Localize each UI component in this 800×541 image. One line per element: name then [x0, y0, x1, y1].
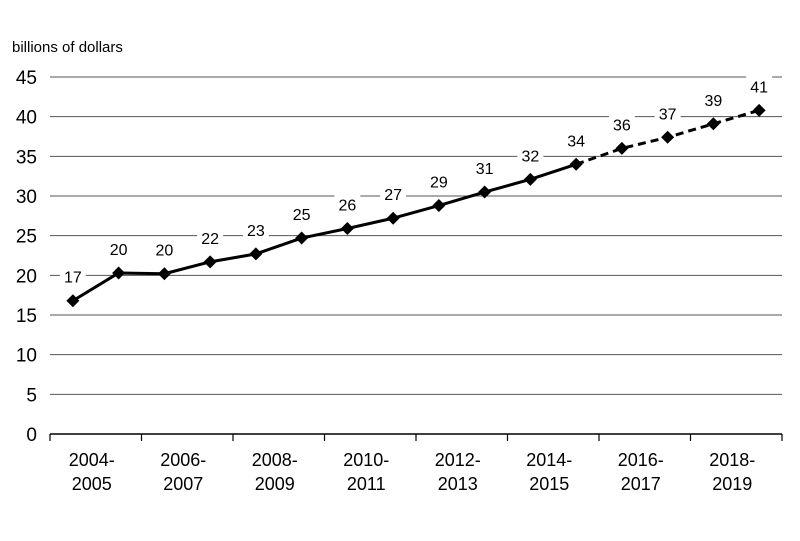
data-point-marker	[249, 247, 263, 261]
data-label: 17	[64, 270, 82, 287]
data-label: 36	[613, 117, 631, 134]
data-labels: 17 20 20 22 23 25 26 27 29 31 32 34 36 37 39 41	[59, 76, 773, 287]
data-label-bg	[288, 204, 315, 225]
x-tick-label: 2011	[347, 474, 386, 494]
data-point-marker	[478, 185, 492, 199]
data-label: 20	[155, 243, 173, 260]
x-axis: 2004- 2005 2006- 2007 2008- 2009 2010- 2011 2012…	[49, 433, 783, 494]
series-line	[72, 108, 760, 303]
data-point-marker	[112, 266, 126, 280]
y-tick-label: 0	[26, 425, 37, 446]
data-label: 22	[201, 231, 219, 248]
x-tick-label: 2012-	[435, 450, 481, 470]
y-tick-label: 20	[16, 266, 37, 287]
y-tick-label: 35	[16, 147, 37, 168]
actual-series-line	[72, 162, 577, 303]
data-point-marker	[706, 117, 720, 131]
data-label-bg	[105, 238, 132, 259]
data-label-bg	[197, 227, 224, 248]
data-label: 25	[293, 207, 311, 224]
x-tick-label: 2019	[712, 474, 752, 494]
y-tick-labels: 0 5 10 15 20 25 30 35 40 45	[16, 68, 37, 446]
data-label-bg	[517, 145, 544, 166]
data-label: 27	[384, 187, 402, 204]
data-label-bg	[425, 171, 452, 192]
data-point-marker	[66, 294, 80, 308]
x-tick-label: 2005	[72, 474, 112, 494]
data-label: 39	[704, 93, 722, 110]
data-point-marker	[295, 231, 309, 245]
x-tick-label: 2010-	[343, 450, 389, 470]
x-tick-label: 2014-	[526, 450, 572, 470]
y-tick-label: 15	[16, 306, 37, 327]
x-tick-label: 2007	[163, 474, 203, 494]
data-label: 41	[750, 79, 768, 96]
data-point-marker	[569, 157, 583, 171]
x-tick-label: 2016-	[618, 450, 664, 470]
data-point-marker	[523, 172, 537, 186]
data-label-bg	[242, 219, 269, 240]
x-tick-label: 2015	[529, 474, 569, 494]
data-label-bg	[334, 194, 361, 215]
data-point-marker	[432, 199, 446, 213]
x-tick-label: 2004-	[69, 450, 115, 470]
y-tick-label: 30	[16, 187, 37, 208]
data-point-marker	[752, 103, 766, 117]
data-label-bg	[608, 114, 635, 135]
x-tick-label: 2008-	[252, 450, 298, 470]
data-label: 34	[567, 133, 585, 150]
data-label: 32	[521, 148, 539, 165]
data-point-marker	[661, 130, 675, 144]
data-label: 31	[476, 161, 494, 178]
data-point-marker	[203, 255, 217, 269]
data-point-marker	[386, 211, 400, 225]
data-label-bg	[471, 158, 498, 179]
data-label: 20	[110, 242, 128, 259]
data-label-bg	[151, 239, 178, 260]
data-label: 37	[659, 106, 677, 123]
x-tick-label: 2013	[438, 474, 478, 494]
y-tick-label: 45	[16, 68, 37, 89]
data-label-bg	[746, 76, 773, 97]
y-tick-label: 25	[16, 227, 37, 248]
y-axis-label: billions of dollars	[12, 39, 123, 56]
data-point-marker	[340, 222, 354, 236]
x-tick-label: 2018-	[709, 450, 755, 470]
data-point-marker	[157, 267, 171, 281]
x-tick-label: 2017	[621, 474, 661, 494]
gridlines	[50, 76, 782, 395]
data-label-bg	[59, 266, 86, 287]
x-tick-label: 2009	[255, 474, 295, 494]
data-label: 26	[338, 198, 356, 215]
x-tick-label: 2006-	[160, 450, 206, 470]
series-markers	[66, 103, 766, 308]
y-tick-label: 10	[16, 346, 37, 367]
data-label: 23	[247, 223, 265, 240]
y-tick-label: 40	[16, 108, 37, 129]
data-label-bg	[563, 130, 590, 151]
data-label-bg	[654, 103, 681, 124]
data-label: 29	[430, 175, 448, 192]
data-label-bg	[380, 184, 407, 205]
y-tick-label: 5	[26, 385, 37, 406]
data-label-bg	[700, 89, 727, 110]
data-point-marker	[615, 141, 629, 155]
